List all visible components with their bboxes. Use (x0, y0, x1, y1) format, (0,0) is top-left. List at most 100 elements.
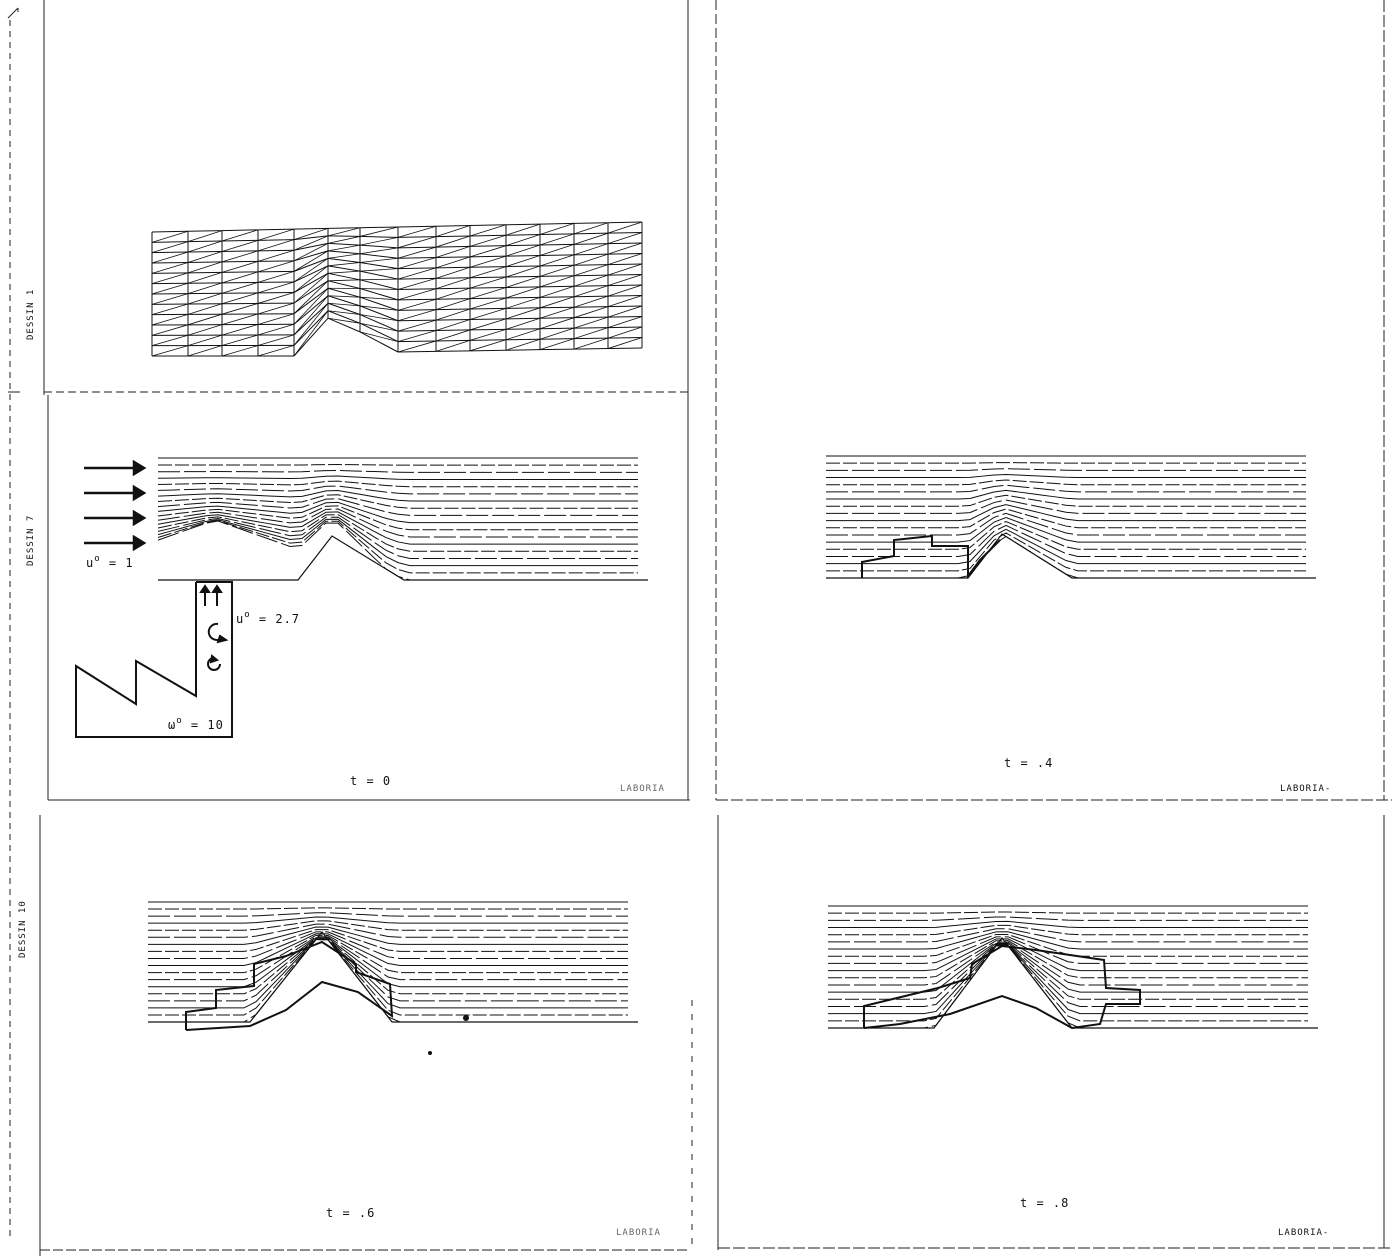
streamline (826, 508, 1306, 529)
mesh-line (469, 287, 507, 289)
streamline (826, 484, 1306, 493)
mesh-line (539, 338, 575, 351)
mesh-line (221, 271, 259, 284)
mesh-line (607, 326, 643, 329)
mesh-line (573, 222, 609, 224)
mesh-line (187, 324, 223, 336)
particle-dot (428, 1051, 432, 1055)
mesh-line (435, 329, 471, 342)
mesh-line (221, 334, 259, 346)
mesh-line (573, 327, 609, 329)
mesh-line (293, 257, 329, 272)
mesh-line (359, 296, 399, 311)
mesh-line (573, 348, 609, 350)
mesh-line (505, 255, 541, 267)
mesh-line (221, 239, 259, 242)
mesh-line (359, 261, 399, 270)
mesh-line (539, 243, 575, 256)
mesh-line (435, 329, 471, 332)
mesh-line (293, 288, 329, 325)
mesh-line (151, 324, 189, 336)
mesh-line (151, 262, 189, 274)
mesh-line (151, 272, 189, 285)
mesh-line (221, 260, 259, 273)
mesh-line (293, 295, 329, 336)
mesh-line (469, 255, 507, 258)
mesh-line (435, 339, 471, 352)
mesh-line (293, 235, 329, 251)
streamline (148, 923, 628, 938)
mesh-line (327, 302, 361, 307)
mesh-line (221, 229, 259, 232)
mesh-line (293, 280, 329, 314)
mesh-line (469, 307, 507, 310)
streamline (828, 944, 1308, 1007)
mesh-line (187, 240, 223, 253)
mesh-line (573, 306, 609, 308)
mesh-line (151, 314, 189, 326)
mesh-line (293, 302, 329, 336)
mesh-line (359, 253, 399, 259)
mesh-line (539, 317, 575, 330)
streamline (148, 907, 628, 910)
mesh-line (505, 286, 541, 289)
mesh-line (607, 263, 643, 266)
streamline (157, 480, 638, 488)
streamline (826, 516, 1306, 543)
mesh-line (257, 228, 295, 241)
streamline (828, 941, 1308, 986)
inflow-velocity-label: uo = 1 (86, 554, 134, 570)
streamline (828, 944, 1308, 1015)
mesh-line (505, 265, 541, 268)
streamline (828, 940, 1308, 979)
mesh-line (397, 267, 437, 280)
mesh-line (293, 243, 329, 262)
mesh-line (573, 327, 609, 340)
mesh-line (573, 243, 609, 245)
mesh-line (397, 277, 437, 290)
mesh-line (573, 295, 609, 308)
mesh-line (151, 230, 189, 233)
streamlines-t04 (826, 455, 1316, 579)
streamline (828, 928, 1308, 943)
mesh-line (573, 295, 609, 298)
mesh-line (359, 305, 399, 322)
mesh-line (539, 306, 575, 309)
mesh-line (539, 264, 575, 277)
mesh-line (327, 317, 361, 324)
mesh-line (607, 305, 643, 308)
mesh-line (359, 247, 399, 255)
mesh-line (469, 255, 507, 268)
mesh-line (359, 331, 399, 353)
mesh-line (469, 297, 507, 300)
mesh-line (187, 282, 223, 295)
mesh-line (327, 295, 361, 307)
inflow-arrows (84, 459, 147, 552)
mesh-line (573, 337, 609, 340)
mesh-line (505, 338, 541, 341)
mesh-line (397, 340, 437, 343)
mesh-line (327, 227, 361, 237)
mesh-line (221, 313, 259, 326)
mesh-line (505, 307, 541, 309)
mesh-line (505, 296, 541, 299)
mesh-line (435, 277, 471, 290)
streamline (828, 920, 1308, 929)
streamline (157, 464, 638, 466)
mesh-line (327, 295, 361, 298)
mesh-line (151, 251, 189, 264)
mesh-line (359, 314, 399, 332)
dessin-10-label: DESSIN 10 (18, 900, 28, 958)
mesh-line (573, 306, 609, 319)
mesh-line (573, 232, 609, 235)
mesh-line (187, 303, 223, 315)
mesh-line (505, 296, 541, 309)
mesh-line (397, 309, 437, 322)
mesh-line (187, 250, 223, 253)
mesh-line (359, 257, 399, 263)
streamline (157, 508, 638, 538)
mesh-line (539, 285, 575, 298)
mesh-line (327, 227, 361, 229)
streamline (826, 489, 1306, 500)
mesh-line (573, 274, 609, 277)
